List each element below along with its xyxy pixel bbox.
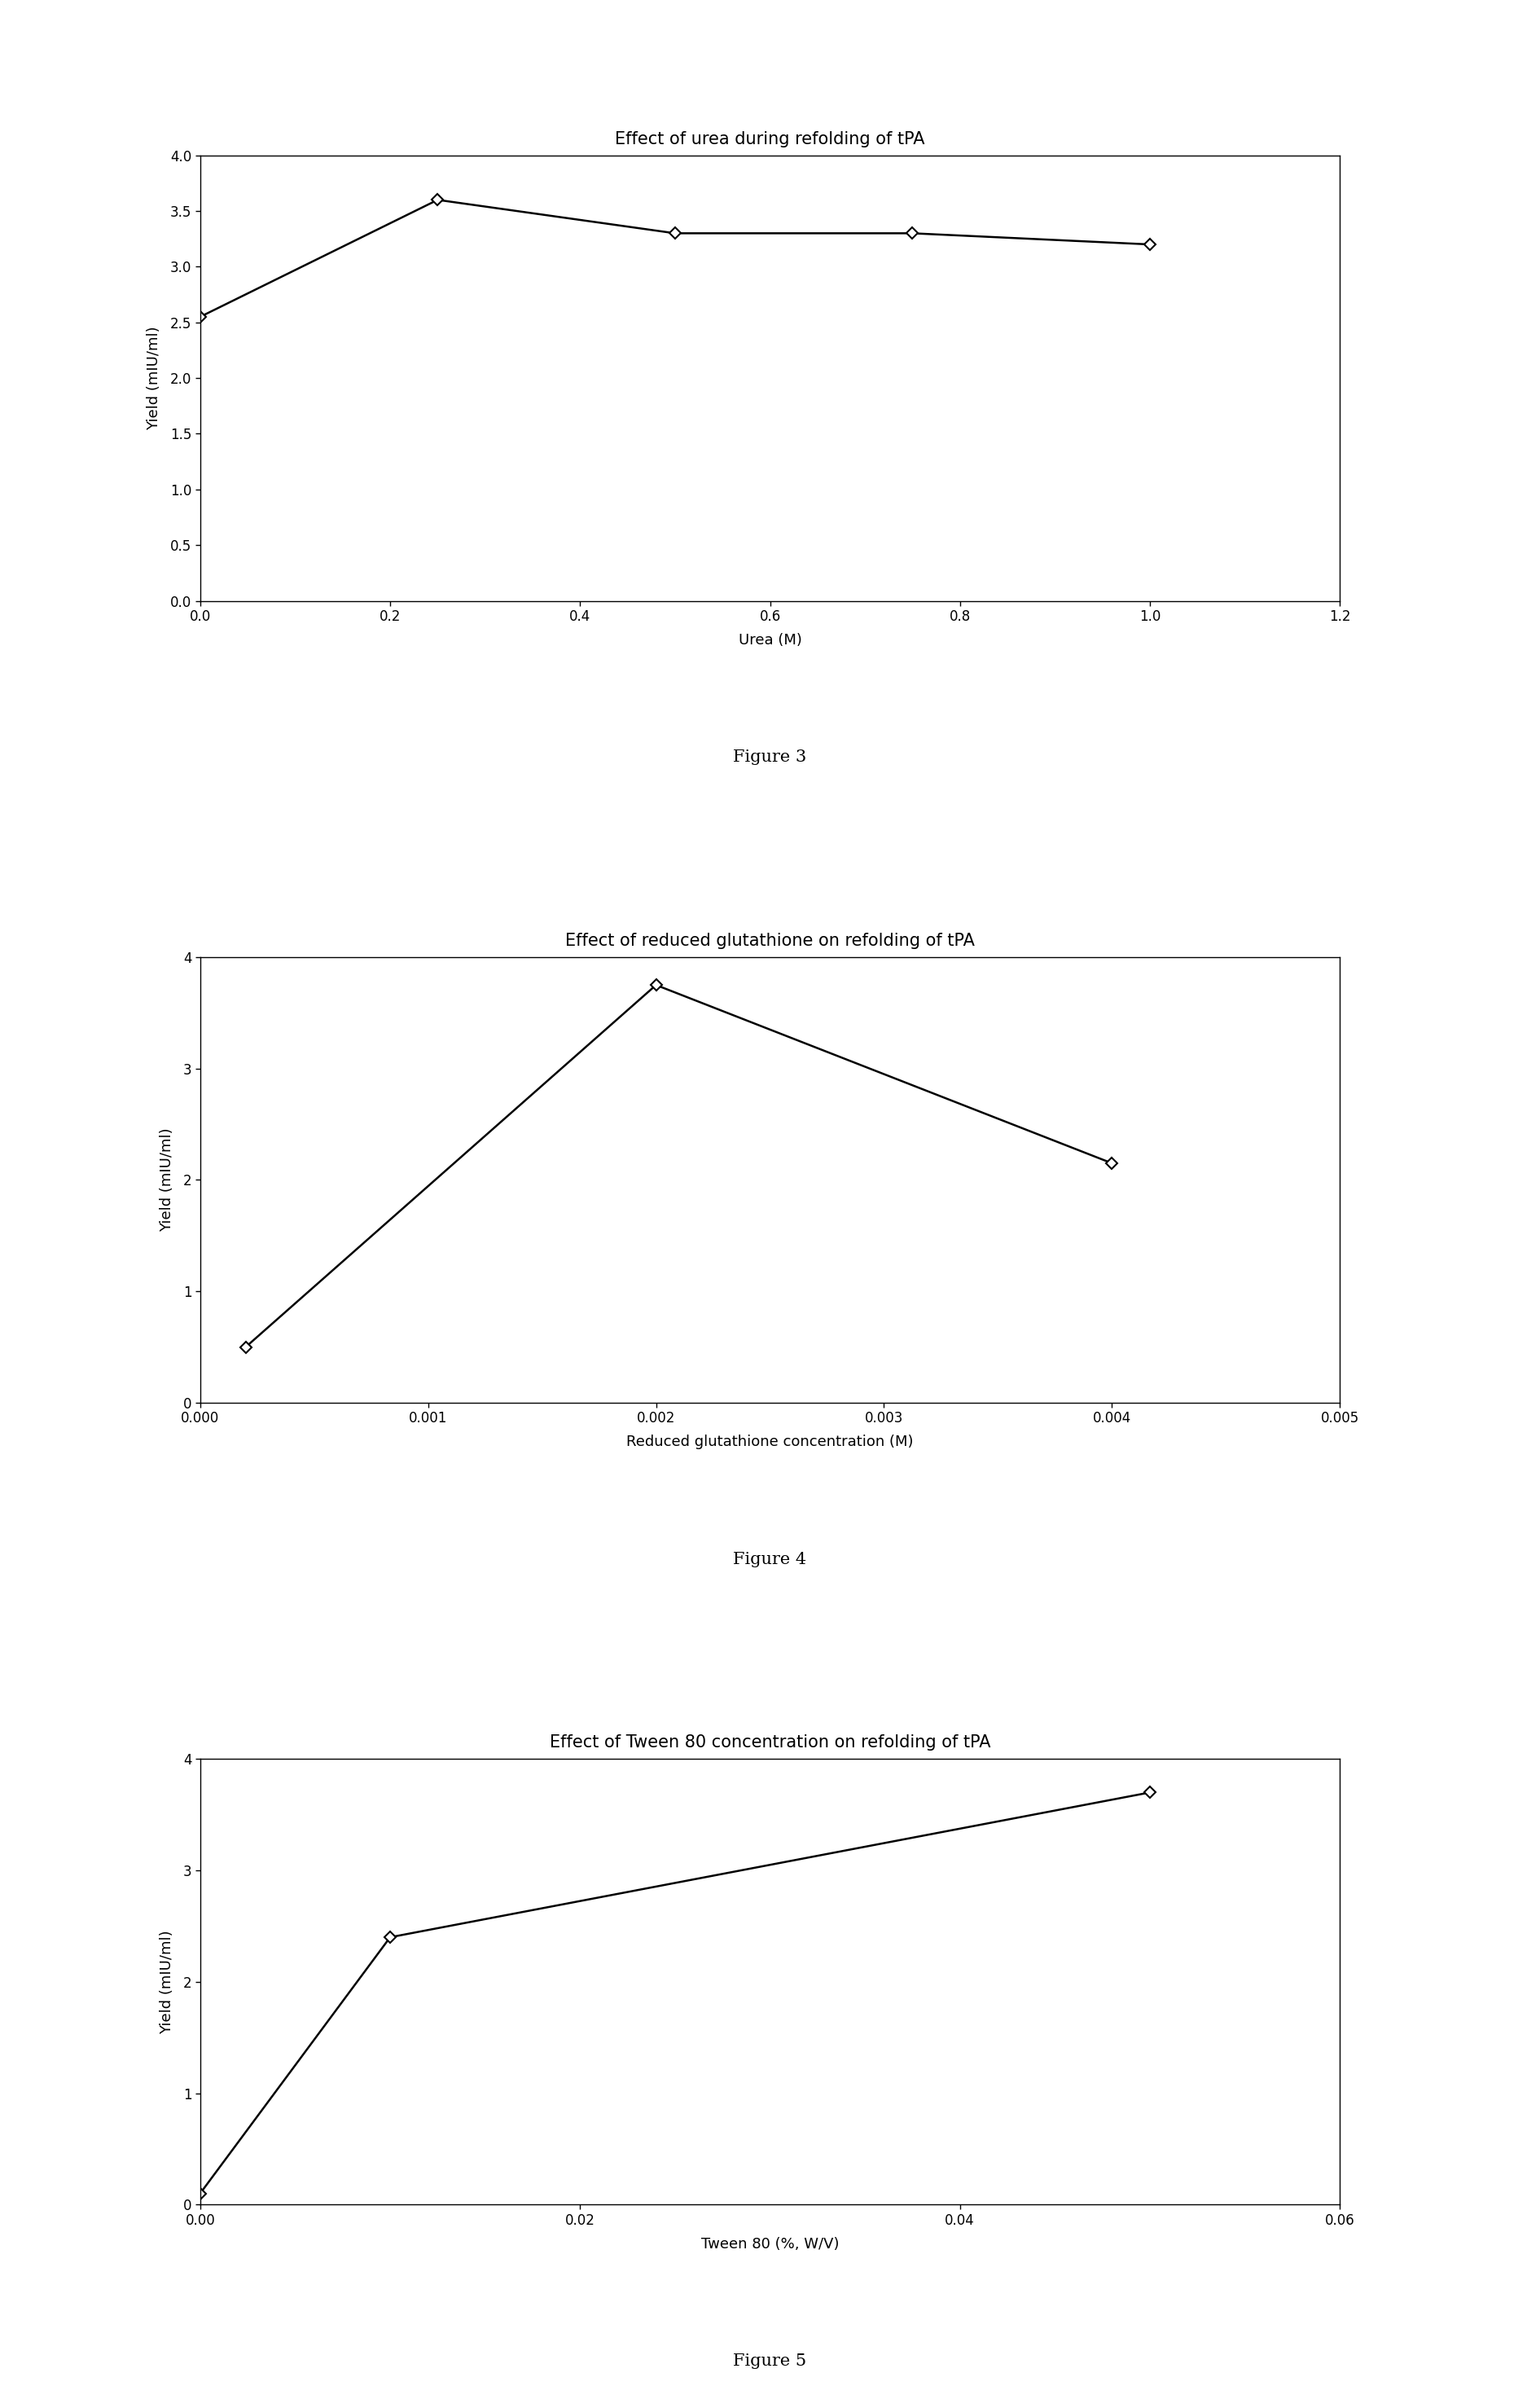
X-axis label: Tween 80 (%, W/V): Tween 80 (%, W/V) [701, 2237, 839, 2251]
X-axis label: Reduced glutathione concentration (M): Reduced glutathione concentration (M) [627, 1435, 913, 1450]
Y-axis label: Yield (mIU/ml): Yield (mIU/ml) [159, 1929, 174, 2035]
Text: Figure 3: Figure 3 [733, 749, 807, 766]
Title: Effect of urea during refolding of tPA: Effect of urea during refolding of tPA [614, 130, 926, 147]
Title: Effect of reduced glutathione on refolding of tPA: Effect of reduced glutathione on refoldi… [565, 932, 975, 949]
Y-axis label: Yield (mIU/ml): Yield (mIU/ml) [146, 325, 162, 431]
Title: Effect of Tween 80 concentration on refolding of tPA: Effect of Tween 80 concentration on refo… [550, 1734, 990, 1751]
Text: Figure 5: Figure 5 [733, 2353, 807, 2369]
Y-axis label: Yield (mIU/ml): Yield (mIU/ml) [159, 1127, 174, 1233]
Text: Figure 4: Figure 4 [733, 1551, 807, 1568]
X-axis label: Urea (M): Urea (M) [738, 633, 802, 648]
